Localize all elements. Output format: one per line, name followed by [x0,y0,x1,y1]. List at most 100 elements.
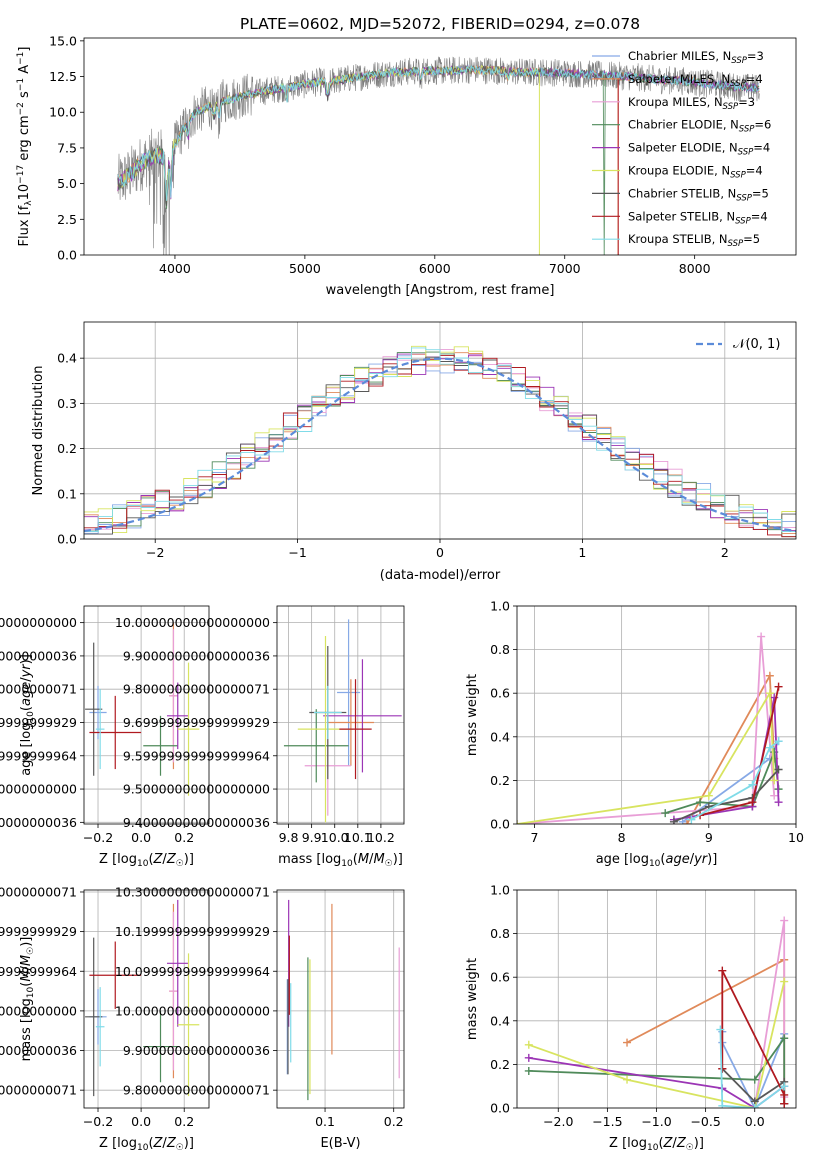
legend-count: =6 [754,118,771,132]
errorbar-point-0 [89,685,107,740]
legend-text: Chabrier MILES, N [628,49,731,63]
x-tick-label: 2 [721,545,729,560]
series-marker [669,817,678,824]
label-part: Z [153,1136,164,1151]
axes-mass-vs-Z: −0.2 0.0 0.2 9.80000000000000071 9.900000000… [0,884,210,1153]
label-part: 10 [647,1143,659,1153]
errorbar-point-2 [169,911,178,1071]
label-part: )] [184,852,194,867]
legend-entry: Kroupa ELODIE, NSSP=4 [628,164,763,181]
label-part: / [162,1136,167,1151]
legend-subscript: SSP [735,216,751,226]
label-part: Z [676,1136,687,1151]
x-tick-label: −0.5 [690,1114,720,1129]
label-part: Z [166,1136,177,1151]
label-part: / [19,965,34,970]
legend-text: Salpeter ELODIE, N [628,141,738,155]
legend-subscript: SSP [730,79,746,89]
axes-residuals: −2 −1 0 1 2 0.0 0.1 0.2 0.3 0.4 𝒩(0, 1) (data-model… [31,321,797,583]
label-part: age [665,852,689,867]
errorbar-point-7 [89,941,142,1009]
y-tick-label: 9.69999999999999929 [123,715,270,730]
axes-mass-vs-EBV: 0.1 0.2 9.80000000000000071 9.9000000000000… [115,884,405,1151]
y-tick-label: 9.90000000000000036 [123,1043,270,1058]
axes-massweight-vs-Z: −2.0 −1.5 −1.0 −0.5 0.0 0.0 0.2 0.4 0.6 0.8 1.0 Z [… [465,883,797,1153]
x-tick-label: −1.5 [592,1114,622,1129]
label-part: Z [log [99,852,137,867]
x-tick-label: 10.2 [367,830,395,845]
normal-reference-curve [84,357,796,533]
series-line [528,981,786,1108]
series-marker [765,743,774,752]
axes-frame [83,889,210,1109]
label-part: yr [19,663,34,679]
y-tick-label: 0.0 [490,817,510,832]
legend-text: Salpeter STELIB, N [628,209,735,223]
y-tick-label: 9.50000000000000000 [0,782,77,797]
x-tick-label: 5000 [289,261,321,276]
label-part: −1 [16,78,26,91]
y-tick-label: 0.2 [490,773,510,788]
mass-weight-series-8 [687,737,783,824]
x-tick-label: −1.0 [641,1114,671,1129]
label-part: ( [660,852,665,867]
label-part: 10 [137,859,149,869]
series-marker [770,776,779,785]
errorbar-point-1 [327,679,374,766]
y-tick-label: 10.09999999999999964 [115,964,270,979]
y-tick-label: 10.00000000000000000 [0,1003,77,1018]
x-tick-label: 0.0 [131,1114,151,1129]
y-tick-label: 0.4 [490,729,510,744]
errorbar-point-4 [166,682,189,750]
axes-frame [83,321,797,540]
y-tick-label: 10.30000000000000071 [115,884,270,899]
label-part: Z [log [609,1136,647,1151]
x-tick-label: 7 [530,830,538,845]
y-tick-label: 0.1 [57,486,77,501]
y-tick-label: 9.59999999999999964 [123,748,270,763]
mass-weight-series-8 [716,1025,789,1108]
y-tick-label: 10.00000000000000000 [0,615,77,630]
label-part: ( [148,852,153,867]
label-part: / [690,852,695,867]
plot-area [85,899,200,1097]
y-tick-label: 10.19999999999999929 [0,924,77,939]
series-marker [780,1090,789,1099]
y-tick-label: 9.90000000000000036 [0,1043,77,1058]
legend-subscript: SSP [728,239,744,249]
label-part: / [369,852,374,867]
x-axis-label: age [log10(age/yr)] [596,852,718,869]
label-part: 10 [26,986,36,998]
label-part: / [19,677,34,682]
label-part: age [log [596,852,649,867]
x-tick-label: 8 [618,830,626,845]
y-tick-label: 0.0 [57,248,77,263]
series-marker [704,791,713,800]
series-marker [748,780,757,789]
series-marker [524,1040,533,1049]
plot-area [85,622,200,796]
y-tick-label: 9.80000000000000071 [123,682,270,697]
label-part: mass [log [278,852,341,867]
label-part: )] [393,852,403,867]
legend-entry: Kroupa STELIB, NSSP=5 [628,232,760,249]
series-marker [780,916,789,925]
label-part: ] [17,47,32,52]
x-tick-label: 0.2 [174,1114,194,1129]
label-part: mass [log [19,998,34,1061]
x-tick-label: 0.0 [745,1114,765,1129]
label-part: / [672,1136,677,1151]
x-tick-label: 8000 [679,261,711,276]
x-tick-label: 0.1 [315,1114,335,1129]
label-part: s [17,91,32,102]
legend-entry: Salpeter ELODIE, NSSP=4 [628,141,770,158]
label-part: erg cm [17,115,32,164]
y-tick-label: 2.5 [57,212,77,227]
label-part: ( [19,982,34,987]
histogram-series-8 [84,347,796,539]
legend-count: =5 [743,232,760,246]
plot-area [517,632,783,824]
series-marker [757,632,766,641]
label-part: )] [19,937,34,947]
